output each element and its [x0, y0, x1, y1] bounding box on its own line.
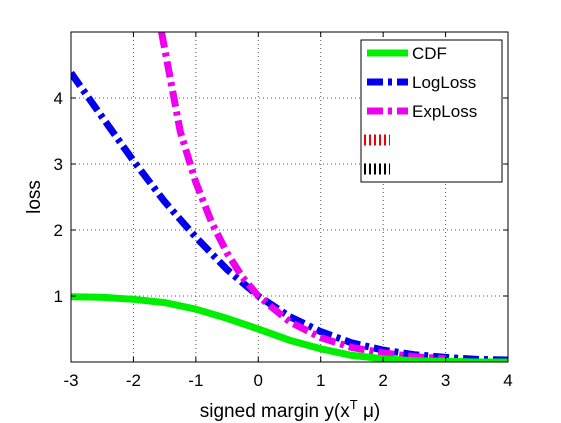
legend: CDF LogLoss ExpLoss: [360, 39, 503, 183]
series-exploss-line: [158, 32, 446, 362]
series-cdf-line: [71, 293, 508, 362]
y-axis-label: loss: [24, 180, 45, 214]
x-tick-label: 2: [378, 371, 387, 390]
x-tick-label: -1: [188, 371, 203, 390]
legend-label: LogLoss: [412, 73, 476, 92]
y-tick-label: 2: [54, 221, 63, 240]
y-tick-label: 3: [54, 155, 63, 174]
series-logloss-line: [71, 70, 508, 362]
legend-label: CDF: [412, 44, 447, 63]
x-tick-label: 0: [254, 371, 263, 390]
x-tick-label: 4: [503, 371, 512, 390]
series-layer: [71, 32, 508, 362]
axis-ticks: -3 -2 -1 0 1 2 3 4 1 2 3 4: [54, 32, 513, 390]
legend-label: ExpLoss: [412, 102, 477, 121]
x-tick-label: 1: [316, 371, 325, 390]
y-tick-label: 4: [54, 89, 63, 108]
y-tick-label: 1: [54, 287, 63, 306]
legend-box: [360, 39, 503, 183]
x-tick-label: -2: [126, 371, 141, 390]
x-tick-label: -3: [63, 371, 78, 390]
x-axis-label: signed margin y(xT μ): [200, 397, 380, 422]
plot-frame: [70, 31, 509, 363]
x-tick-label: 3: [441, 371, 450, 390]
